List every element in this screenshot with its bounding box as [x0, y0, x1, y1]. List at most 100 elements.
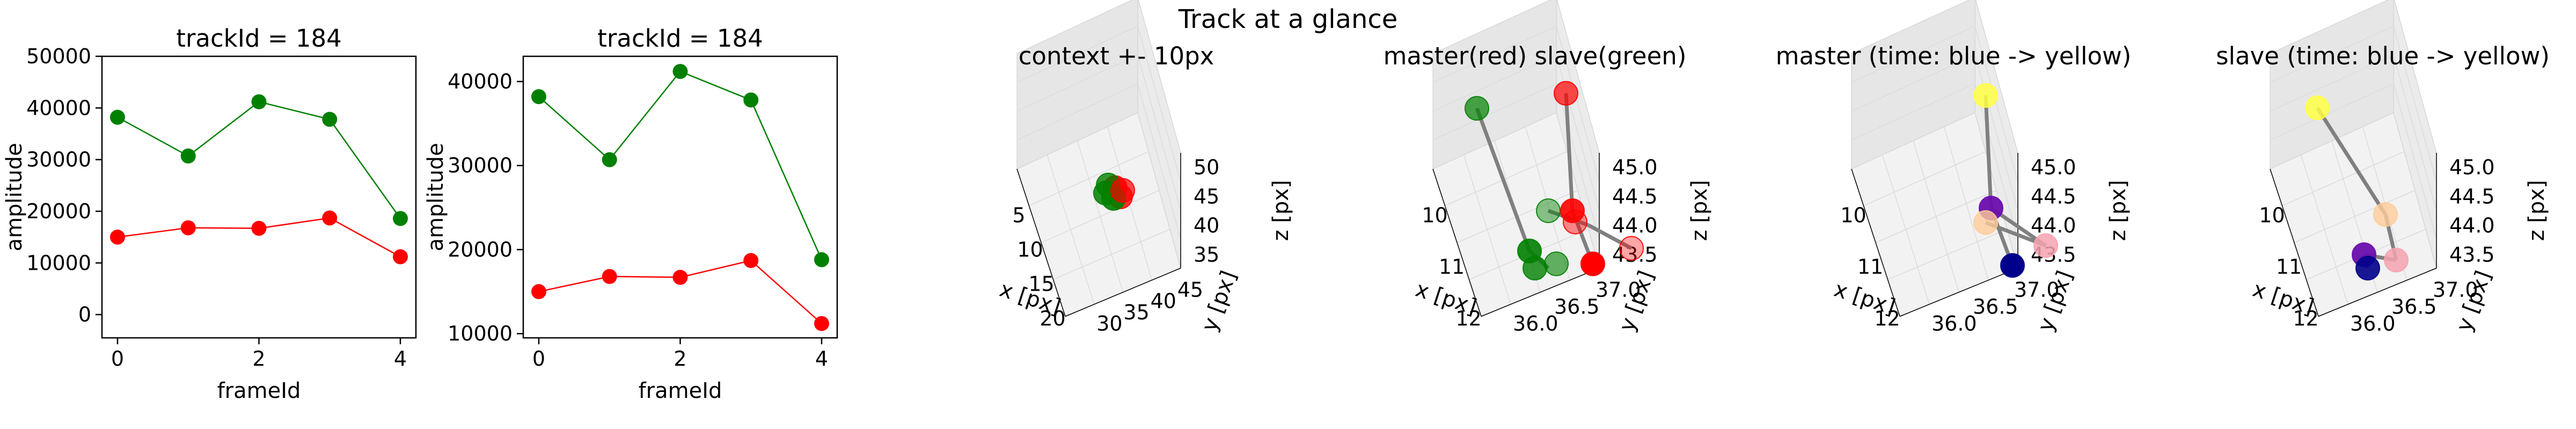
grid-line: [1851, 54, 1975, 112]
x-tick-label: 11: [1439, 255, 1465, 279]
y-tick-label: 36.5: [1973, 295, 2018, 319]
z-tick-label: 44.0: [1612, 214, 1658, 238]
series-line-0: [538, 70, 823, 260]
data-point: [180, 220, 196, 235]
data-point: [814, 316, 830, 331]
grid-line: [2270, 26, 2394, 83]
grid-line: [1943, 127, 1989, 280]
link-line: [1587, 223, 1633, 250]
y-tick-label: 36.5: [2391, 295, 2437, 319]
x-axis-label: x [px]: [2250, 277, 2317, 320]
z-tick-label: 35: [1194, 243, 1219, 267]
grid-line: [1016, 26, 1138, 83]
scatter-point: [1554, 81, 1578, 106]
amplitude-chart-2: 0 2 4 10000 20000 30000 40000 trackId = 184 fram…: [423, 24, 838, 403]
grid-line: [1974, 84, 2018, 240]
grid-line: [1053, 228, 1170, 280]
chart-title: master (time: blue -> yellow): [1776, 42, 2132, 70]
grid-line: [1137, 55, 1181, 211]
grid-line: [1556, 26, 1600, 182]
y-tick-label: 30000: [448, 154, 513, 177]
x-tick-label: 12: [1874, 307, 1900, 330]
data-point: [393, 249, 408, 264]
scatter-point: [1563, 210, 1587, 234]
scatter-point: [1973, 210, 1998, 235]
y-tick-label: 20000: [26, 199, 91, 223]
grid-line: [2270, 83, 2394, 140]
y-axis-line: [1899, 268, 2018, 317]
grid-line: [1432, 83, 1557, 140]
data-point: [602, 269, 617, 284]
x-tick-label: 4: [394, 347, 407, 371]
chart-title: master(red) slave(green): [1384, 42, 1687, 70]
x-axis-label: x [px]: [1831, 277, 1898, 320]
scatter-point: [1619, 236, 1644, 261]
link-line: [1984, 95, 1993, 209]
data-point: [393, 211, 408, 226]
scatter-point: [2033, 233, 2058, 258]
y-tick-label: 30000: [26, 148, 91, 172]
x-tick-label: 11: [2276, 255, 2302, 279]
scatter-point: [1973, 83, 1998, 108]
link-line: [2316, 107, 2387, 216]
grid-line: [1851, 83, 1975, 140]
x-axis-line: [2270, 168, 2319, 317]
z-tick-label: 44.5: [2031, 184, 2076, 208]
y-tick-label: 10000: [26, 251, 91, 275]
x-tick-label: 10: [1017, 238, 1043, 261]
x-tick-label: 15: [1028, 272, 1054, 296]
data-point: [814, 252, 830, 268]
y-tick-label: 50000: [26, 45, 91, 68]
x-tick-label: 11: [1857, 255, 1883, 279]
series-line-0: [117, 101, 401, 219]
data-point: [743, 92, 759, 108]
y-tick-label: 37.0: [2433, 278, 2478, 302]
grid-line: [1556, 84, 1600, 240]
scatter-point: [2373, 202, 2398, 227]
z-tick-label: 44.5: [2449, 184, 2495, 208]
chart-title: trackId = 184: [176, 24, 342, 53]
z-tick-label: 44.0: [2031, 214, 2076, 238]
x-tick-label: 12: [2293, 307, 2318, 330]
scatter-point: [1536, 198, 1561, 223]
data-point: [251, 220, 267, 236]
data-point: [531, 89, 546, 105]
z-axis-label: z [px]: [2524, 180, 2549, 241]
z-tick-label: 45.0: [2449, 156, 2495, 179]
x-tick-label: 4: [815, 347, 828, 371]
z-tick-label: 45.0: [1612, 156, 1658, 179]
x-axis-line: [1851, 168, 1900, 317]
scatter-point: [2000, 253, 2025, 278]
grid-line: [1974, 55, 2018, 211]
z-tick-label: 45.0: [2031, 156, 2076, 179]
grid-line: [1432, 26, 1557, 83]
y-axis-line: [2318, 268, 2437, 317]
z-axis-label: z [px]: [2106, 180, 2131, 241]
scatter-point: [2355, 256, 2380, 280]
y-tick-label: 37.0: [2014, 278, 2060, 302]
grid-line: [1137, 84, 1181, 240]
x-tick-label: 5: [1012, 203, 1025, 227]
y-tick-label: 40: [1151, 290, 1176, 313]
z-tick-label: 44.5: [1612, 184, 1658, 208]
z-tick-label: 45: [1194, 184, 1219, 208]
data-point: [251, 94, 267, 109]
data-point: [322, 210, 338, 226]
data-point: [180, 148, 196, 164]
y-tick-label: 0: [78, 303, 91, 327]
grid-line: [1974, 26, 2018, 182]
x-axis-label: frameId: [639, 379, 722, 403]
scatter-point: [1580, 252, 1605, 276]
grid-line: [1887, 228, 2008, 280]
y-axis-line: [1481, 268, 1600, 317]
grid-line: [2393, 26, 2437, 182]
y-tick-label: 36.0: [2350, 312, 2396, 336]
z-tick-label: 44.0: [2449, 214, 2495, 238]
master-slave-3d-chart: master(red) slave(green) 10 11 12 36.036.537…: [1384, 0, 1712, 336]
z-tick-label: 43.5: [2449, 243, 2495, 267]
link-line: [1475, 107, 1532, 252]
grid-line: [1432, 54, 1557, 112]
grid-line: [1137, 26, 1181, 182]
